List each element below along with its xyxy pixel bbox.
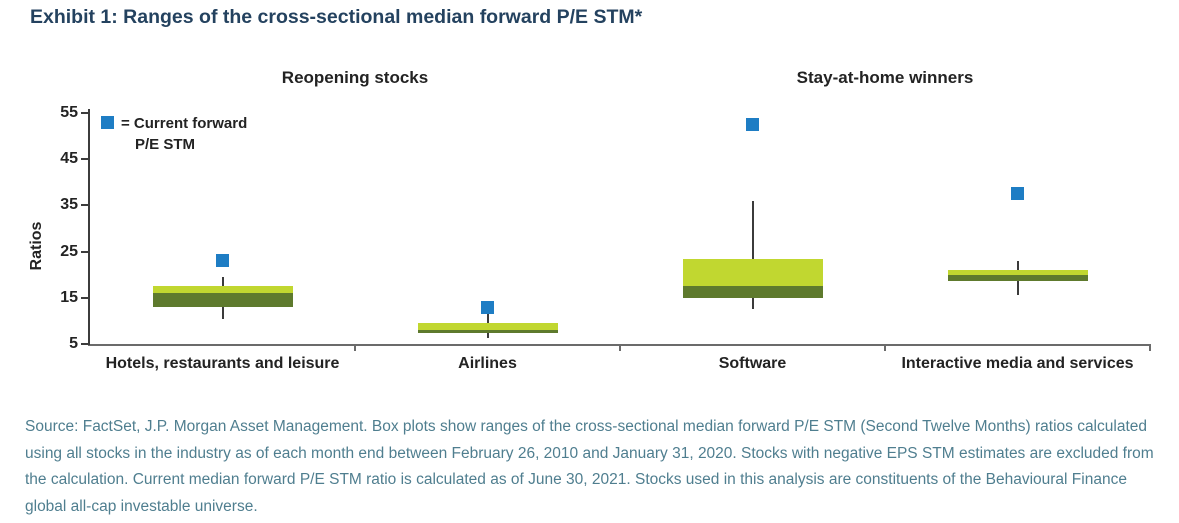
y-tick-label: 5: [69, 335, 78, 352]
box-lower: [417, 330, 558, 334]
box-upper: [417, 323, 558, 331]
current-marker-legend-icon: [101, 116, 114, 129]
y-tick: [81, 343, 90, 345]
category-tick: [1149, 344, 1151, 351]
whisker: [751, 200, 754, 310]
exhibit-title: Exhibit 1: Ranges of the cross-sectional…: [30, 6, 643, 28]
source-footnote: Source: FactSet, J.P. Morgan Asset Manag…: [25, 418, 1154, 515]
box-upper: [682, 258, 823, 287]
current-marker: [1011, 187, 1024, 201]
y-tick-label: 55: [60, 104, 78, 121]
legend: = Current forward P/E STM: [101, 113, 247, 155]
category-label-3: Interactive media and services: [901, 355, 1134, 372]
category-label-2: Software: [718, 355, 787, 372]
box-upper: [152, 286, 293, 294]
current-marker: [746, 118, 759, 132]
category-label-0: Hotels, restaurants and leisure: [105, 355, 340, 372]
y-tick-label: 15: [60, 288, 78, 306]
box-lower: [682, 286, 823, 298]
legend-label: = Current forward P/E STM: [121, 113, 247, 155]
y-tick: [81, 296, 90, 299]
y-axis-line: [88, 109, 90, 346]
current-marker: [216, 254, 229, 268]
category-tick: [619, 344, 621, 351]
group-header-0: Reopening stocks: [281, 68, 429, 87]
y-tick: [81, 112, 90, 114]
legend-label-line2: P/E STM: [135, 136, 196, 153]
category-tick: [884, 344, 886, 351]
y-tick: [81, 250, 90, 253]
y-tick-label: 45: [60, 150, 78, 168]
legend-label-line1: = Current forward: [121, 115, 248, 132]
y-tick-label: 25: [60, 242, 78, 260]
y-tick: [81, 158, 90, 161]
category-tick: [354, 344, 356, 351]
y-tick: [81, 204, 90, 207]
category-label-1: Airlines: [458, 355, 517, 372]
box-upper: [947, 270, 1088, 275]
boxplot-chart: Ratios = Current forward P/E STM 5 15 25 35…: [28, 68, 1151, 372]
y-tick-label: 35: [60, 196, 78, 214]
whisker: [486, 307, 489, 338]
box-lower: [152, 293, 293, 308]
box-lower: [947, 274, 1088, 281]
current-marker: [481, 300, 494, 314]
group-header-1: Stay-at-home winners: [796, 68, 974, 87]
